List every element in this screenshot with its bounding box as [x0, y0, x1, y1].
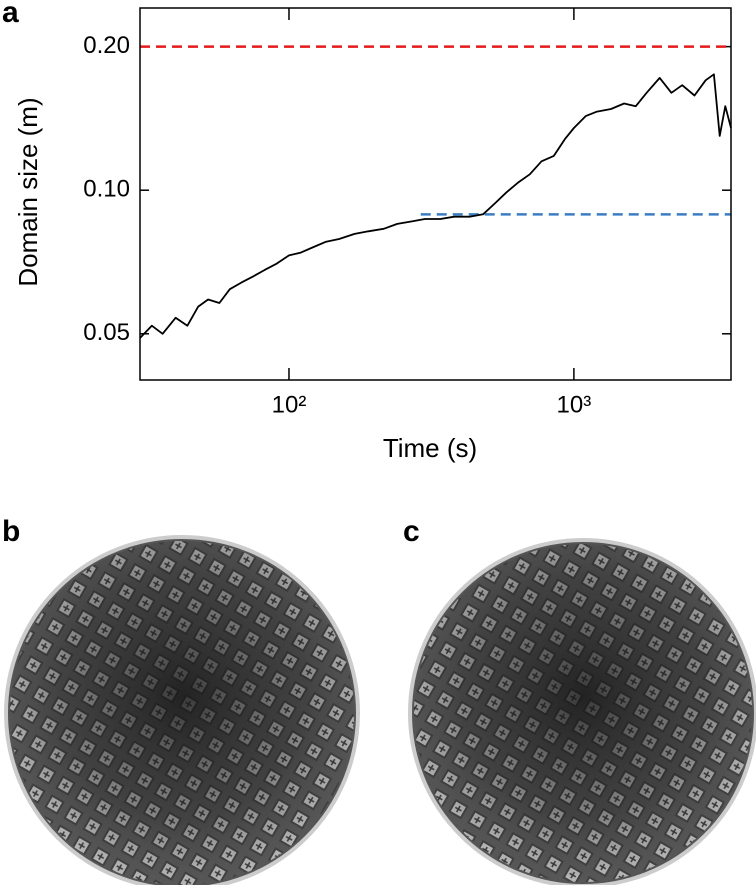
- photo-c: [408, 538, 756, 888]
- y-tick-label: 0.10: [83, 176, 130, 203]
- panel-label: b: [2, 515, 20, 548]
- x-tick-label: 10²: [272, 391, 307, 418]
- plot-frame: [139, 7, 732, 381]
- data-line: [139, 73, 732, 339]
- y-tick-label: 0.05: [83, 319, 130, 346]
- y-axis-label: Domain size (m): [13, 97, 43, 286]
- x-axis-label: Time (s): [383, 433, 477, 463]
- panel-label: c: [403, 515, 420, 548]
- y-tick-label: 0.20: [83, 32, 130, 59]
- x-tick-label: 10³: [557, 391, 592, 418]
- panel-label: a: [2, 0, 19, 29]
- photo-b: [4, 535, 360, 890]
